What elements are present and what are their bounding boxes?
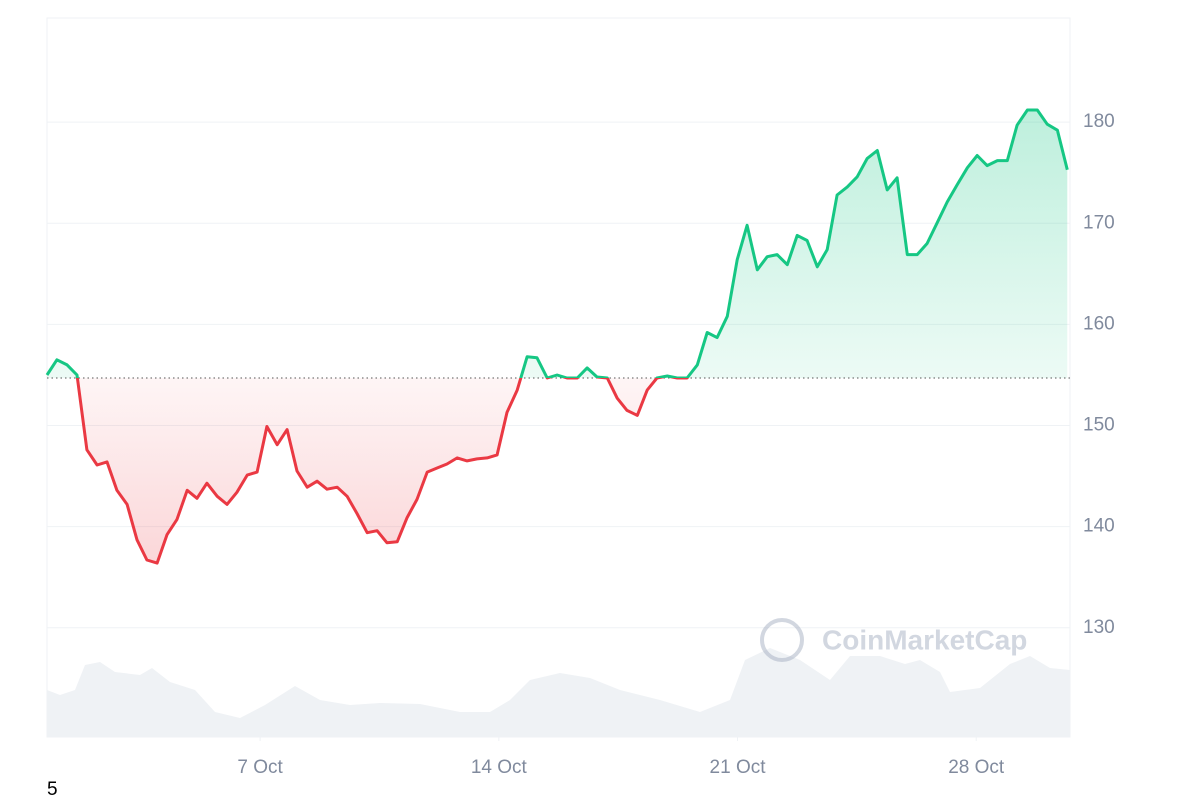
y-tick-label: 150 <box>1083 415 1115 436</box>
x-tick-label: 28 Oct <box>948 757 1005 778</box>
plot <box>45 108 1070 565</box>
price-line <box>45 108 1069 565</box>
y-tick-label: 180 <box>1083 111 1115 132</box>
watermark-text: CoinMarketCap <box>822 624 1027 655</box>
y-tick-label: 140 <box>1083 516 1115 537</box>
footnote: 5 <box>47 779 58 800</box>
x-tick-label: 21 Oct <box>710 757 767 778</box>
x-tick-label: 14 Oct <box>471 757 528 778</box>
x-tick-label: 7 Oct <box>237 757 283 778</box>
y-tick-label: 170 <box>1083 212 1115 233</box>
watermark: CoinMarketCap <box>760 618 1027 662</box>
volume-area <box>47 648 1070 737</box>
watermark-logo <box>760 618 804 662</box>
area-fill <box>47 110 1068 564</box>
y-tick-label: 130 <box>1083 617 1115 638</box>
y-tick-label: 160 <box>1083 313 1115 334</box>
